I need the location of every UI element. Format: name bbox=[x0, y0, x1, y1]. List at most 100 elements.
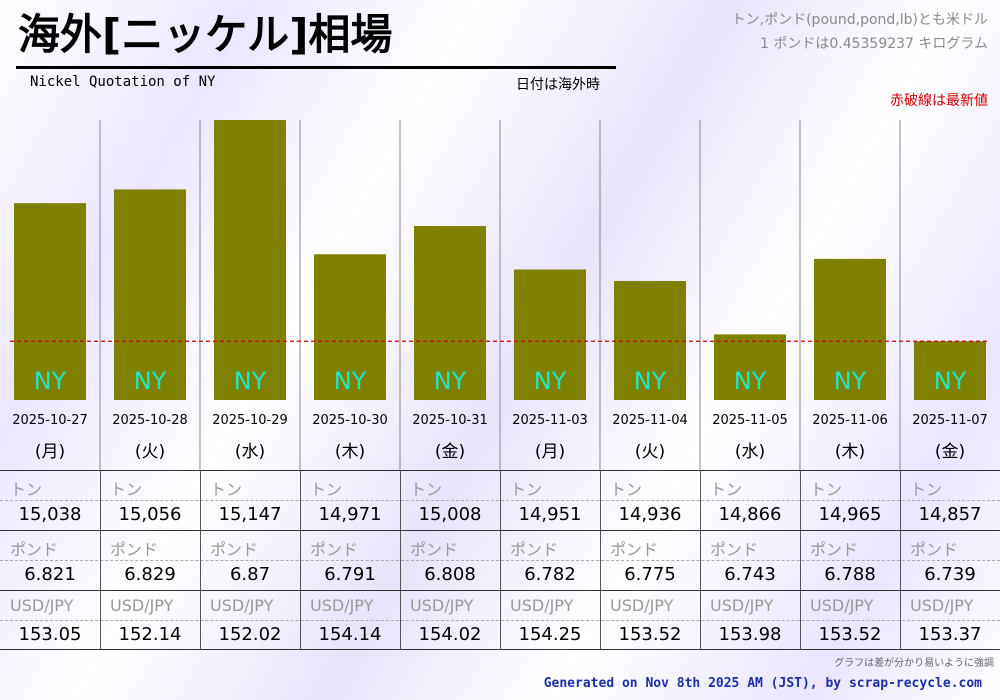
fx-value: 154.14 bbox=[318, 624, 382, 645]
table-column-line bbox=[600, 470, 601, 650]
ton-label: トン bbox=[710, 480, 743, 499]
pound-value: 6.788 bbox=[824, 564, 876, 585]
table-column-line bbox=[800, 470, 801, 650]
bar-label: NY bbox=[34, 367, 67, 395]
pound-label: ポンド bbox=[410, 540, 459, 559]
pound-value: 6.87 bbox=[229, 564, 271, 585]
bar-label: NY bbox=[234, 367, 267, 395]
x-tick-weekday: (火) bbox=[135, 442, 165, 462]
bar-2025-11-07 bbox=[914, 341, 986, 400]
x-tick-date: 2025-11-03 bbox=[512, 413, 588, 428]
bar-2025-10-30 bbox=[314, 254, 386, 400]
fx-label: USD/JPY bbox=[610, 596, 674, 615]
pound-value: 6.743 bbox=[724, 564, 776, 585]
x-tick-date: 2025-10-28 bbox=[112, 413, 188, 428]
ton-label: トン bbox=[610, 480, 643, 499]
bar-label: NY bbox=[634, 367, 667, 395]
ton-value: 14,866 bbox=[718, 504, 782, 525]
generated-footer: Generated on Nov 8th 2025 AM (JST), by s… bbox=[543, 676, 982, 691]
x-tick-date: 2025-11-07 bbox=[912, 413, 988, 428]
ton-label: トン bbox=[910, 480, 943, 499]
bar-2025-10-27 bbox=[14, 203, 86, 400]
fx-value: 154.25 bbox=[518, 624, 582, 645]
ton-value: 15,008 bbox=[418, 504, 482, 525]
table-column-line bbox=[200, 470, 201, 650]
latest-value-legend: 赤破線は最新値 bbox=[890, 93, 988, 109]
ton-value: 14,965 bbox=[818, 504, 882, 525]
x-tick-weekday: (木) bbox=[335, 442, 365, 462]
fx-value: 153.52 bbox=[618, 624, 682, 645]
x-tick-date: 2025-10-30 bbox=[312, 413, 388, 428]
pound-label: ポンド bbox=[110, 540, 159, 559]
bar-2025-11-04 bbox=[614, 280, 686, 400]
pound-label: ポンド bbox=[210, 540, 259, 559]
bar-label: NY bbox=[534, 367, 567, 395]
unit-note: トン,ポンド(pound,pond,lb)とも米ドル 1 ポンドは0.45359… bbox=[732, 8, 988, 56]
nickel-bar-chart: NY 2025-10-27 (月) NY 2025-10-28 (火) NY 2025-10-… bbox=[10, 120, 990, 470]
x-tick-weekday: (木) bbox=[835, 442, 865, 462]
bar-2025-10-29 bbox=[214, 120, 286, 400]
fx-value: 154.02 bbox=[418, 624, 482, 645]
bar-label: NY bbox=[434, 367, 467, 395]
bar-2025-10-28 bbox=[114, 189, 186, 400]
pound-label: ポンド bbox=[510, 540, 559, 559]
ton-label: トン bbox=[10, 480, 43, 499]
pound-label: ポンド bbox=[610, 540, 659, 559]
fx-value: 152.02 bbox=[218, 624, 282, 645]
x-tick-weekday: (月) bbox=[535, 442, 565, 462]
page-title: 海外[ニッケル]相場 bbox=[18, 10, 393, 59]
table-column-line bbox=[500, 470, 501, 650]
table-column-line bbox=[300, 470, 301, 650]
chart-subtitle: Nickel Quotation of NY bbox=[30, 74, 216, 90]
bar-label: NY bbox=[134, 367, 167, 395]
bar-2025-10-31 bbox=[414, 226, 486, 400]
fx-label: USD/JPY bbox=[110, 596, 174, 615]
fx-value: 153.37 bbox=[918, 624, 982, 645]
ton-value: 15,147 bbox=[218, 504, 282, 525]
pound-value: 6.775 bbox=[624, 564, 676, 585]
x-tick-date: 2025-10-29 bbox=[212, 413, 288, 428]
ton-label: トン bbox=[810, 480, 843, 499]
pound-value: 6.808 bbox=[424, 564, 476, 585]
fx-label: USD/JPY bbox=[510, 596, 574, 615]
ton-value: 14,951 bbox=[518, 504, 582, 525]
ton-value: 15,038 bbox=[18, 504, 82, 525]
x-tick-weekday: (火) bbox=[635, 442, 665, 462]
bar-2025-11-05 bbox=[714, 334, 786, 400]
fx-label: USD/JPY bbox=[910, 596, 974, 615]
table-column-line bbox=[100, 470, 101, 650]
ton-label: トン bbox=[310, 480, 343, 499]
pound-label: ポンド bbox=[710, 540, 759, 559]
date-note: 日付は海外時 bbox=[516, 77, 600, 93]
ton-label: トン bbox=[410, 480, 443, 499]
bar-label: NY bbox=[334, 367, 367, 395]
bar-label: NY bbox=[734, 367, 767, 395]
fx-value: 153.05 bbox=[18, 624, 82, 645]
fx-label: USD/JPY bbox=[310, 596, 374, 615]
x-tick-date: 2025-11-06 bbox=[812, 413, 888, 428]
title-underline bbox=[16, 66, 616, 69]
pound-label: ポンド bbox=[10, 540, 59, 559]
bar-2025-11-06 bbox=[814, 258, 886, 400]
x-tick-date: 2025-11-04 bbox=[612, 413, 688, 428]
x-tick-date: 2025-11-05 bbox=[712, 413, 788, 428]
fx-label: USD/JPY bbox=[10, 596, 74, 615]
pound-value: 6.821 bbox=[24, 564, 76, 585]
fx-label: USD/JPY bbox=[410, 596, 474, 615]
table-column-line bbox=[700, 470, 701, 650]
ton-value: 14,857 bbox=[918, 504, 982, 525]
chart-footnote: グラフは差が分かり易いように強調 bbox=[834, 658, 994, 669]
pound-value: 6.782 bbox=[524, 564, 576, 585]
fx-value: 153.52 bbox=[818, 624, 882, 645]
pound-label: ポンド bbox=[910, 540, 959, 559]
ton-value: 14,936 bbox=[618, 504, 682, 525]
table-column-line bbox=[400, 470, 401, 650]
pound-value: 6.791 bbox=[324, 564, 376, 585]
price-table: トン 15,038 トン 15,056 トン 15,147 トン 14,971 トン 15,008… bbox=[0, 470, 1000, 650]
x-tick-date: 2025-10-27 bbox=[12, 413, 88, 428]
x-tick-date: 2025-10-31 bbox=[412, 413, 488, 428]
x-tick-weekday: (水) bbox=[235, 442, 265, 462]
fx-label: USD/JPY bbox=[710, 596, 774, 615]
ton-value: 15,056 bbox=[118, 504, 182, 525]
unit-note-line-1: トン,ポンド(pound,pond,lb)とも米ドル bbox=[731, 12, 988, 28]
